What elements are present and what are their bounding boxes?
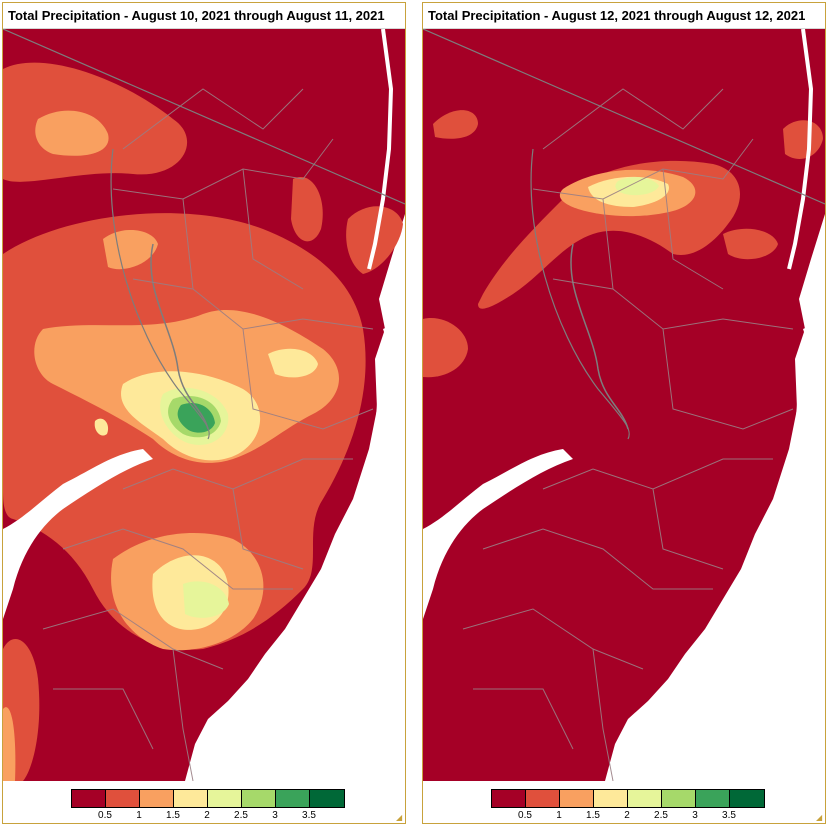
- legend-swatch: [276, 790, 310, 807]
- delaware-bay: [3, 449, 153, 619]
- legend-tick: 2.5: [654, 810, 668, 821]
- legend-tick: 0.5: [98, 810, 112, 821]
- legend-tick: 3.5: [722, 810, 736, 821]
- river-delaware: [570, 243, 629, 430]
- county-lines: [42, 88, 374, 781]
- resize-grip-icon[interactable]: ◢: [816, 813, 823, 822]
- panel-title: Total Precipitation - August 12, 2021 th…: [423, 3, 825, 29]
- band-3-3p5: [177, 403, 215, 433]
- county-lines: [462, 88, 794, 781]
- precipitation-map: [423, 29, 825, 781]
- legend-swatch: [72, 790, 106, 807]
- legend-swatch: [242, 790, 276, 807]
- legend-swatch: [696, 790, 730, 807]
- river-delaware: [150, 243, 209, 430]
- precipitation-map: [3, 29, 405, 781]
- legend-swatch: [106, 790, 140, 807]
- legend-swatch: [526, 790, 560, 807]
- legend-swatch: [730, 790, 764, 807]
- legend-swatch: [140, 790, 174, 807]
- panel-title: Total Precipitation - August 10, 2021 th…: [3, 3, 405, 29]
- resize-grip-icon[interactable]: ◢: [396, 813, 403, 822]
- legend-tick: 1: [556, 810, 562, 821]
- legend-tick: 3: [692, 810, 698, 821]
- color-legend: 0.5 1 1.5 2 2.5 3 3.5: [491, 789, 767, 823]
- legend-swatch: [662, 790, 696, 807]
- legend-swatch: [174, 790, 208, 807]
- ocean: [608, 319, 825, 781]
- legend-swatch: [594, 790, 628, 807]
- legend-tick: 1: [136, 810, 142, 821]
- legend-tick: 3.5: [302, 810, 316, 821]
- legend-tick: 2: [204, 810, 210, 821]
- map-panel-aug-12: Total Precipitation - August 12, 2021 th…: [422, 2, 826, 824]
- legend-swatch: [492, 790, 526, 807]
- river-hudson: [367, 29, 394, 270]
- legend-tick: 2.5: [234, 810, 248, 821]
- color-legend: 0.5 1 1.5 2 2.5 3 3.5: [71, 789, 347, 823]
- legend-tick: 0.5: [518, 810, 532, 821]
- legend-tick: 2: [624, 810, 630, 821]
- legend-swatch: [628, 790, 662, 807]
- state-line: [3, 29, 405, 440]
- legend-tick: 3: [272, 810, 278, 821]
- band-2-2p5: [615, 177, 659, 196]
- ocean: [188, 319, 405, 781]
- legend-swatch: [208, 790, 242, 807]
- legend-swatch: [560, 790, 594, 807]
- legend-swatch: [310, 790, 344, 807]
- legend-tick: 1.5: [586, 810, 600, 821]
- river-hudson: [787, 29, 814, 270]
- state-line: [423, 29, 825, 440]
- delaware-bay: [423, 449, 573, 619]
- legend-tick: 1.5: [166, 810, 180, 821]
- map-panel-aug-10-11: Total Precipitation - August 10, 2021 th…: [2, 2, 406, 824]
